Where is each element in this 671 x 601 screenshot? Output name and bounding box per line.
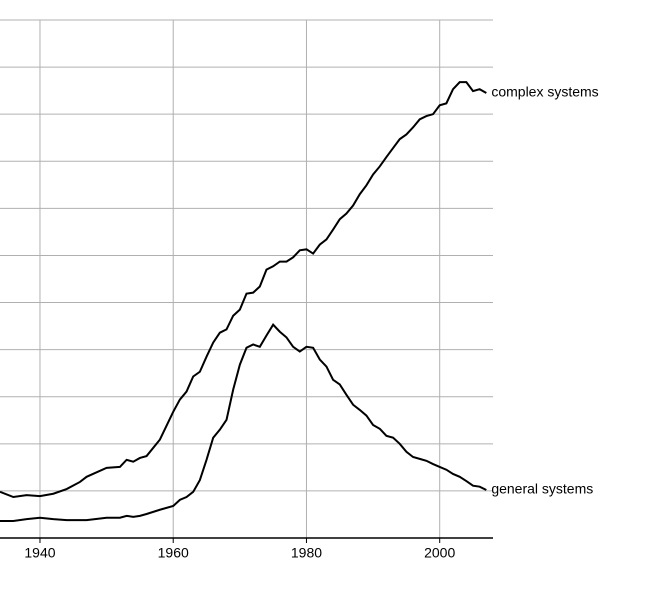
series-label: general systems: [491, 481, 593, 497]
x-tick-label: 1960: [158, 545, 189, 561]
series-line: [0, 323, 487, 523]
series-line: [0, 81, 487, 499]
x-tick-label: 1940: [24, 545, 55, 561]
x-tick-label: 1980: [291, 545, 322, 561]
x-tick-label: 2000: [424, 545, 455, 561]
series-label: complex systems: [491, 84, 598, 100]
